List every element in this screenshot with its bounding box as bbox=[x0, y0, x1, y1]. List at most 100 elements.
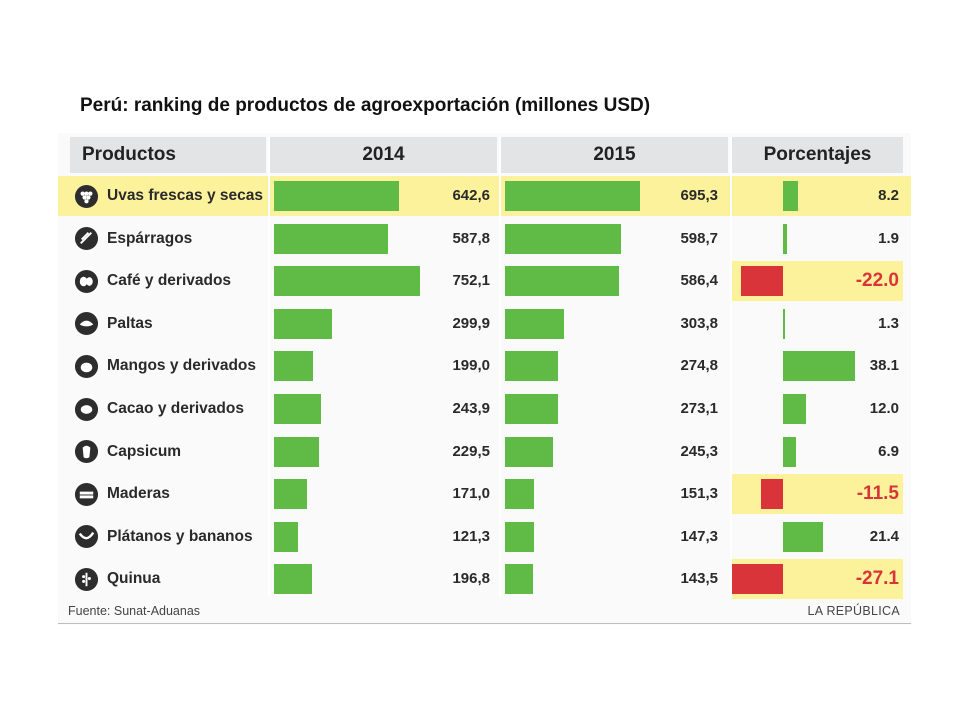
bar-2014 bbox=[274, 521, 298, 552]
product-label: Capsicum bbox=[74, 434, 181, 470]
percent-label: 1.9 bbox=[878, 229, 899, 247]
coffee-icon bbox=[74, 269, 99, 293]
value-label-2015: 151,3 bbox=[680, 485, 718, 503]
column-divider bbox=[730, 137, 732, 597]
grapes-icon bbox=[74, 184, 99, 208]
value-label-2014: 299,9 bbox=[452, 314, 490, 332]
product-name: Cacao y derivados bbox=[107, 400, 244, 417]
header-2015: 2015 bbox=[501, 137, 728, 173]
column-divider bbox=[268, 137, 270, 597]
mango-icon bbox=[74, 354, 99, 378]
percent-label: 8.2 bbox=[878, 187, 899, 204]
value-label-2015: 274,8 bbox=[680, 357, 718, 375]
value-label-2014: 199,0 bbox=[452, 357, 490, 375]
bar-2015 bbox=[505, 436, 553, 467]
product-label: Cacao y derivados bbox=[74, 391, 244, 427]
footer-divider bbox=[58, 623, 911, 624]
percent-bar-positive bbox=[783, 223, 787, 254]
percent-bar-positive bbox=[783, 521, 824, 552]
product-name: Capsicum bbox=[107, 442, 182, 460]
product-name: Quinua bbox=[107, 570, 161, 588]
bar-2015 bbox=[505, 223, 622, 254]
product-label: Paltas bbox=[74, 306, 153, 342]
header-products: Productos bbox=[70, 137, 266, 173]
bar-2015 bbox=[505, 521, 534, 552]
product-label: Maderas bbox=[74, 476, 170, 512]
value-label-2014: 752,1 bbox=[452, 272, 490, 290]
bar-2014 bbox=[274, 394, 322, 424]
value-label-2014: 243,9 bbox=[452, 400, 490, 417]
bar-2014 bbox=[274, 181, 399, 211]
percent-bar-positive bbox=[783, 436, 797, 467]
bar-2014 bbox=[274, 223, 389, 254]
bar-2014 bbox=[274, 351, 313, 382]
value-label-2014: 196,8 bbox=[452, 570, 490, 588]
asparagus-icon bbox=[74, 227, 99, 251]
product-name: Uvas frescas y secas bbox=[107, 187, 263, 204]
value-label-2014: 642,6 bbox=[452, 187, 490, 204]
percent-bar-positive bbox=[783, 351, 855, 382]
avocado-icon bbox=[74, 312, 99, 336]
value-label-2015: 695,3 bbox=[680, 187, 718, 204]
value-label-2014: 121,3 bbox=[452, 527, 490, 545]
value-label-2014: 229,5 bbox=[452, 442, 490, 460]
wood-icon bbox=[74, 482, 99, 506]
product-label: Plátanos y bananos bbox=[74, 519, 253, 555]
percent-bar-positive bbox=[783, 181, 799, 211]
product-name: Paltas bbox=[107, 314, 153, 332]
header-percent: Porcentajes bbox=[732, 137, 903, 173]
bar-2014 bbox=[274, 436, 319, 467]
banana-icon bbox=[74, 525, 99, 549]
bar-2014 bbox=[274, 479, 308, 510]
percent-label: -11.5 bbox=[856, 483, 899, 505]
percent-bar-positive bbox=[783, 394, 806, 424]
header-2014: 2014 bbox=[270, 137, 497, 173]
percent-label: 21.4 bbox=[869, 527, 899, 545]
product-name: Plátanos y bananos bbox=[107, 527, 253, 545]
value-label-2015: 273,1 bbox=[680, 400, 718, 417]
bar-2015 bbox=[505, 394, 558, 424]
product-label: Espárragos bbox=[74, 221, 192, 257]
product-name: Mangos y derivados bbox=[107, 357, 257, 375]
value-label-2015: 147,3 bbox=[680, 527, 718, 545]
percent-bar-negative bbox=[731, 564, 783, 595]
bar-2014 bbox=[274, 308, 333, 339]
cacao-icon bbox=[74, 397, 99, 421]
value-label-2015: 245,3 bbox=[680, 442, 718, 460]
bar-2014 bbox=[274, 266, 420, 297]
product-label: Café y derivados bbox=[74, 263, 231, 299]
row-highlight bbox=[58, 176, 911, 216]
bar-2015 bbox=[505, 181, 640, 211]
product-name: Maderas bbox=[107, 485, 170, 503]
value-label-2015: 143,5 bbox=[680, 570, 718, 588]
product-name: Espárragos bbox=[107, 229, 193, 247]
brand-logo: LA REPÚBLICA bbox=[807, 604, 900, 618]
chart-title: Perú: ranking de productos de agroexport… bbox=[80, 95, 651, 116]
percent-label: 1.3 bbox=[878, 314, 899, 332]
bar-2015 bbox=[505, 479, 535, 510]
value-label-2015: 598,7 bbox=[680, 229, 718, 247]
percent-cell-highlight bbox=[732, 474, 903, 515]
percent-label: -22.0 bbox=[855, 270, 899, 292]
pepper-icon bbox=[74, 440, 99, 464]
value-label-2015: 586,4 bbox=[680, 272, 718, 290]
percent-bar-positive bbox=[783, 308, 786, 339]
bar-2015 bbox=[505, 308, 564, 339]
percent-label: 12.0 bbox=[869, 400, 899, 417]
bar-2014 bbox=[274, 564, 313, 595]
percent-bar-negative bbox=[741, 266, 783, 297]
percent-bar-negative bbox=[761, 479, 783, 510]
value-label-2014: 171,0 bbox=[452, 485, 490, 503]
bar-2015 bbox=[505, 564, 533, 595]
value-label-2015: 303,8 bbox=[680, 314, 718, 332]
product-name: Café y derivados bbox=[107, 272, 232, 290]
column-divider bbox=[499, 137, 501, 597]
quinoa-icon bbox=[74, 567, 99, 591]
percent-label: -27.1 bbox=[855, 568, 899, 590]
bar-2015 bbox=[505, 351, 559, 382]
product-label: Mangos y derivados bbox=[74, 348, 256, 384]
value-label-2014: 587,8 bbox=[452, 229, 490, 247]
percent-label: 38.1 bbox=[869, 357, 899, 375]
ranking-table: Productos 2014 2015 Porcentajes Uvas fre… bbox=[58, 133, 911, 625]
percent-label: 6.9 bbox=[878, 442, 899, 460]
